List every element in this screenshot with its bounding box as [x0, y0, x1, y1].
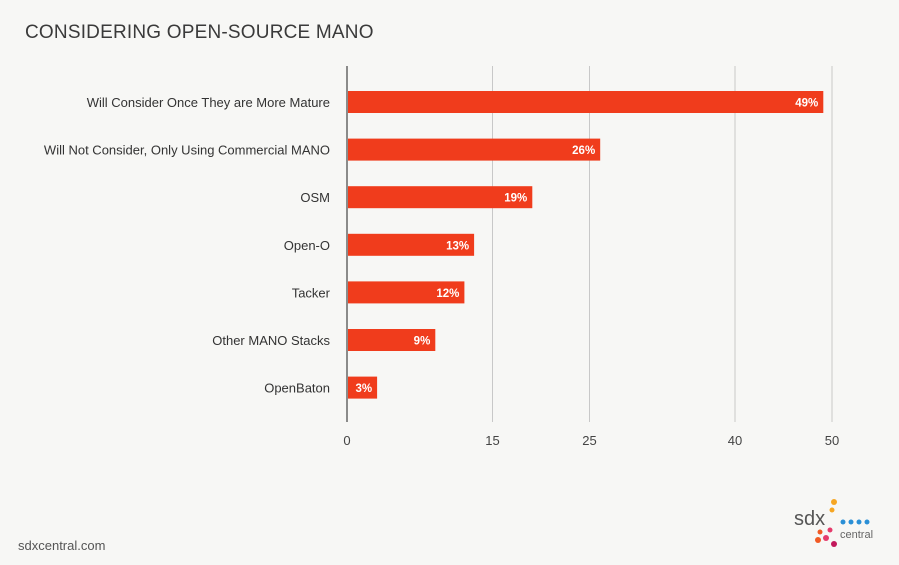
bar-value-label: 9%	[414, 336, 431, 348]
bar	[348, 281, 465, 304]
bar-value-label: 3%	[355, 383, 372, 395]
category-label: Will Consider Once They are More Mature	[87, 95, 330, 110]
bar-value-label: 12%	[436, 288, 459, 300]
x-tick-label: 0	[343, 433, 350, 448]
category-label: OpenBaton	[264, 381, 330, 396]
bar-value-label: 49%	[795, 98, 818, 110]
bar	[348, 376, 378, 399]
bar-value-label: 19%	[504, 193, 527, 205]
bar	[348, 91, 824, 113]
logo-dots-icon	[815, 499, 870, 547]
bar-value-label: 26%	[572, 145, 595, 157]
logo-text-sub: central	[840, 529, 873, 541]
chart-title: CONSIDERING OPEN-SOURCE MANO	[25, 22, 374, 43]
bar	[348, 329, 436, 351]
logo-text-main: sdx	[794, 508, 825, 530]
bar	[348, 138, 601, 161]
footer-url: sdxcentral.com	[18, 538, 106, 553]
x-tick-label: 40	[728, 433, 742, 448]
category-label: Will Not Consider, Only Using Commercial…	[44, 143, 330, 158]
category-label: OSM	[300, 190, 330, 205]
sdxcentral-logo: sdx central	[788, 496, 888, 550]
bar	[348, 186, 533, 209]
bar	[348, 233, 475, 256]
bar-value-label: 13%	[446, 240, 469, 252]
category-label: Open-O	[284, 238, 330, 253]
x-tick-label: 50	[825, 433, 839, 448]
x-tick-label: 15	[485, 433, 499, 448]
category-label: Other MANO Stacks	[212, 333, 330, 348]
category-label: Tacker	[292, 285, 331, 300]
x-tick-label: 25	[582, 433, 596, 448]
